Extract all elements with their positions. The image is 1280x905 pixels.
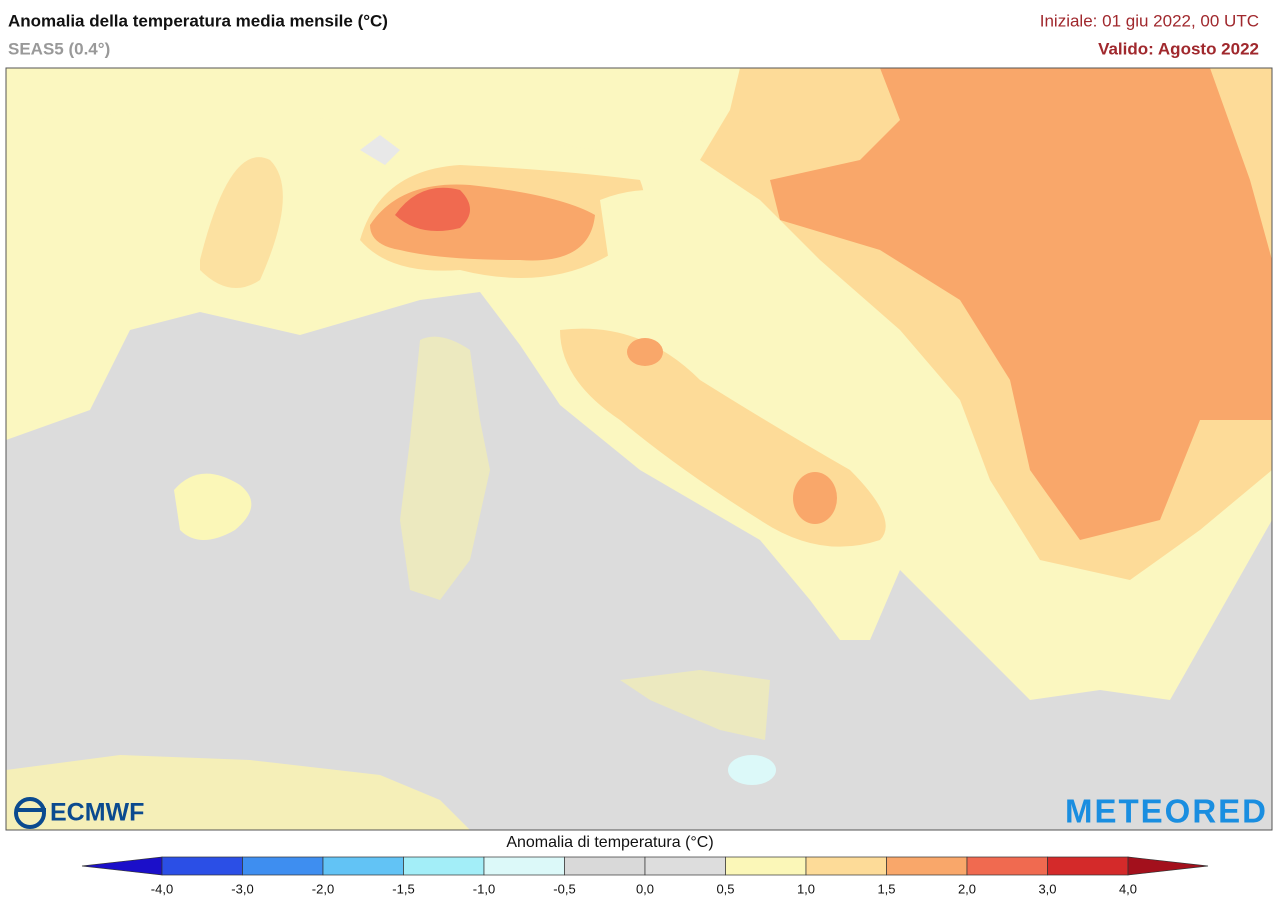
- legend-swatch: [322, 856, 404, 876]
- legend-swatch: [644, 856, 726, 876]
- warm-patch: [200, 157, 283, 288]
- corsica-sardinia: [400, 336, 490, 600]
- legend-tick-label: -2,0: [312, 881, 334, 896]
- legend-swatch: [805, 856, 887, 876]
- legend: Anomalia di temperatura (°C) -4,0 -3,0 -2,…: [81, 834, 1209, 896]
- logo-right: METEORED: [1065, 793, 1268, 830]
- subtitle: SEAS5 (0.4°): [8, 39, 110, 58]
- logo-icon: [14, 797, 46, 829]
- alps-snow: [360, 135, 400, 165]
- africa-area: [6, 755, 470, 830]
- map-frame: [5, 67, 1273, 831]
- sea-patch: [174, 473, 252, 540]
- legend-arrow-high: [1127, 856, 1209, 876]
- legend-swatch: [564, 856, 646, 876]
- legend-tick-label: 1,5: [877, 881, 895, 896]
- north-area: [6, 68, 700, 150]
- warm-patch: [770, 68, 1272, 540]
- logo-left: ECMWF: [50, 799, 144, 827]
- legend-tick-label: 1,0: [797, 881, 815, 896]
- legend-tick-label: -0,5: [553, 881, 575, 896]
- legend-swatch: [1047, 856, 1129, 876]
- init-date: Iniziale: 01 giu 2022, 00 UTC: [1040, 11, 1259, 30]
- valid-date: Valido: Agosto 2022: [1098, 39, 1259, 58]
- legend-swatch: [725, 856, 807, 876]
- map: ECMWF METEORED: [5, 67, 1273, 831]
- legend-swatch: [886, 856, 968, 876]
- sicily: [620, 670, 770, 740]
- legend-tick-label: 3,0: [1038, 881, 1056, 896]
- warm-patch: [627, 338, 663, 366]
- ecmwf-logo: ECMWF: [14, 797, 144, 829]
- legend-swatch: [966, 856, 1048, 876]
- legend-tick-label: -3,0: [231, 881, 253, 896]
- legend-tick-label: 0,5: [716, 881, 734, 896]
- sea-anomaly-neutral: [6, 292, 1272, 830]
- adriatic-north: [600, 190, 700, 300]
- logo-icon: [16, 808, 46, 812]
- legend-swatch: [403, 856, 485, 876]
- hot-patch: [395, 187, 470, 232]
- legend-tick-label: -4,0: [151, 881, 173, 896]
- cool-patch: [728, 755, 776, 785]
- legend-tick-label: -1,0: [473, 881, 495, 896]
- legend-swatch: [483, 856, 565, 876]
- warm-patch: [793, 472, 837, 524]
- legend-tick-label: 4,0: [1119, 881, 1137, 896]
- legend-swatch: [161, 856, 243, 876]
- legend-tick-label: 0,0: [636, 881, 654, 896]
- title: Anomalia della temperatura media mensile…: [8, 11, 388, 30]
- legend-title: Anomalia di temperatura (°C): [506, 834, 713, 851]
- legend-tick-label: 2,0: [958, 881, 976, 896]
- legend-swatch: [242, 856, 324, 876]
- legend-tick-label: -1,5: [392, 881, 414, 896]
- legend-arrow-low: [81, 856, 163, 876]
